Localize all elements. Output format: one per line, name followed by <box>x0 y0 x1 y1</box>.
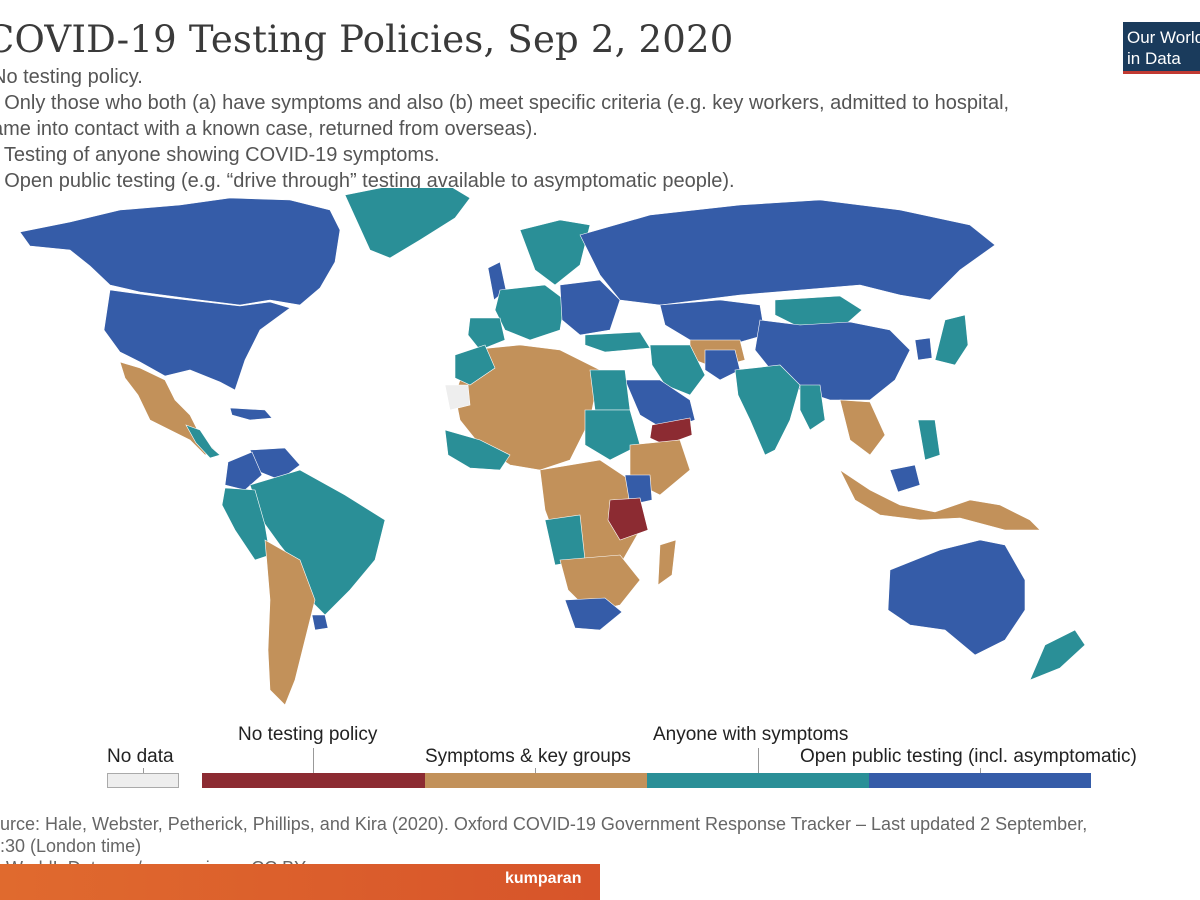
region-western-europe <box>494 284 566 341</box>
region-australia <box>887 539 1026 656</box>
region-saudi-arabia <box>624 379 696 431</box>
legend-label-3: Anyone with symptoms <box>653 724 849 745</box>
region-philippines <box>917 419 941 461</box>
region-drc-teal <box>544 514 586 566</box>
region-turkey <box>584 331 651 353</box>
region-egypt <box>589 369 631 411</box>
legend-swatch-2 <box>425 773 647 788</box>
region-kenya <box>624 474 653 506</box>
owid-logo[interactable]: Our World in Data <box>1123 22 1200 74</box>
logo-line-2: in Data <box>1127 49 1181 68</box>
region-madagascar <box>657 539 677 586</box>
legend-label-2: Symptoms & key groups <box>425 746 631 767</box>
region-eastern-europe <box>559 279 621 336</box>
region-caribbean <box>229 407 273 421</box>
region-india <box>734 364 801 456</box>
region-mongolia <box>774 295 863 326</box>
legend-label-1: No testing policy <box>238 724 378 745</box>
legend-no-data-swatch <box>107 773 179 788</box>
region-canada <box>19 197 341 306</box>
description-line-4: - Testing of anyone showing COVID-19 sym… <box>0 144 440 166</box>
region-indochina <box>839 399 886 456</box>
region-usa <box>103 289 291 391</box>
description-line-1: No testing policy. <box>0 66 143 88</box>
region-greenland <box>344 188 471 259</box>
region-japan <box>934 314 969 366</box>
region-southern-africa <box>559 554 641 613</box>
world-map <box>19 188 1086 706</box>
region-tanzania <box>607 497 649 541</box>
chart-title: COVID-19 Testing Policies, Sep 2, 2020 <box>0 18 734 61</box>
region-new-zealand <box>1029 629 1086 681</box>
source-line-2: 9:30 (London time) <box>0 836 142 856</box>
logo-line-1: Our World <box>1127 28 1200 47</box>
legend-swatch-4 <box>869 773 1091 788</box>
region-indonesia <box>839 469 1041 531</box>
region-iberia <box>467 317 506 351</box>
source-line-1: ource: Hale, Webster, Petherick, Phillip… <box>0 814 1088 834</box>
legend-tick-3 <box>758 748 759 773</box>
region-peru <box>221 487 271 561</box>
legend-label-4: Open public testing (incl. asymptomatic) <box>800 746 1137 767</box>
region-afghanistan <box>704 349 741 381</box>
region-central-america-teal <box>185 424 221 459</box>
region-uruguay <box>311 614 329 631</box>
region-brazil <box>249 469 386 616</box>
chart-description: No testing policy. - Only those who both… <box>0 64 1122 194</box>
region-myanmar <box>799 384 826 431</box>
kumparan-banner <box>0 864 600 900</box>
legend-tick-2 <box>535 768 536 773</box>
legend-no-data-tick <box>143 768 144 773</box>
region-korea <box>914 337 933 361</box>
region-west-africa-teal <box>444 429 511 471</box>
region-malaysia <box>889 464 921 493</box>
description-line-3: ame into contact with a known case, retu… <box>0 118 538 140</box>
region-western-sahara <box>444 384 471 411</box>
legend-tick-4 <box>980 768 981 773</box>
region-south-africa <box>564 597 623 631</box>
legend-swatch-1 <box>202 773 425 788</box>
legend-tick-1 <box>313 748 314 773</box>
description-line-5: - Open public testing (e.g. “drive throu… <box>0 170 735 192</box>
region-argentina <box>264 539 316 706</box>
region-morocco <box>454 344 496 386</box>
region-kazakhstan <box>659 299 766 346</box>
description-line-2: - Only those who both (a) have symptoms … <box>0 92 1010 114</box>
legend-no-data-label: No data <box>107 746 174 767</box>
kumparan-logo-text: kumparan <box>505 870 582 887</box>
region-colombia <box>224 451 263 491</box>
region-scandinavia <box>519 219 591 286</box>
legend-swatch-3 <box>647 773 869 788</box>
region-north-africa-tan <box>454 344 601 471</box>
region-sudan <box>584 409 641 461</box>
region-russia <box>579 199 996 306</box>
